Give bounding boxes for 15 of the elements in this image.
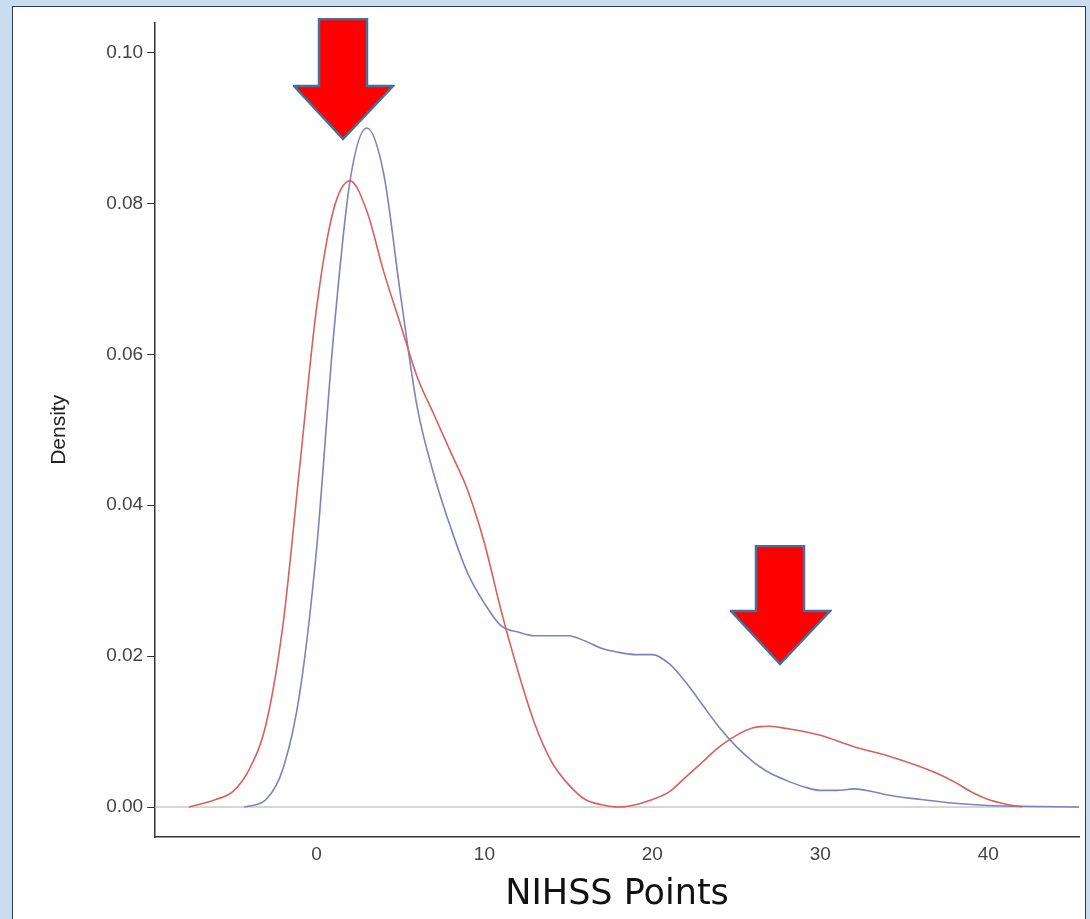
y-tick-label: 0.00 <box>106 795 144 817</box>
x-axis-title: NIHSS Points <box>505 872 729 913</box>
x-tick-label: 20 <box>641 842 663 864</box>
y-tick-label: 0.08 <box>106 191 144 213</box>
y-tick-label: 0.06 <box>106 342 144 364</box>
y-axis-title: Density <box>46 394 70 465</box>
x-tick-label: 10 <box>473 842 495 864</box>
line-series <box>187 180 1023 808</box>
x-tick-label: 0 <box>311 842 322 864</box>
x-tick-label: 40 <box>977 842 999 864</box>
y-tick-label: 0.10 <box>106 40 144 62</box>
line-series <box>243 127 1079 808</box>
y-tick-label: 0.04 <box>106 493 144 515</box>
y-tick-label: 0.02 <box>106 644 144 666</box>
x-tick-label: 30 <box>809 842 831 864</box>
